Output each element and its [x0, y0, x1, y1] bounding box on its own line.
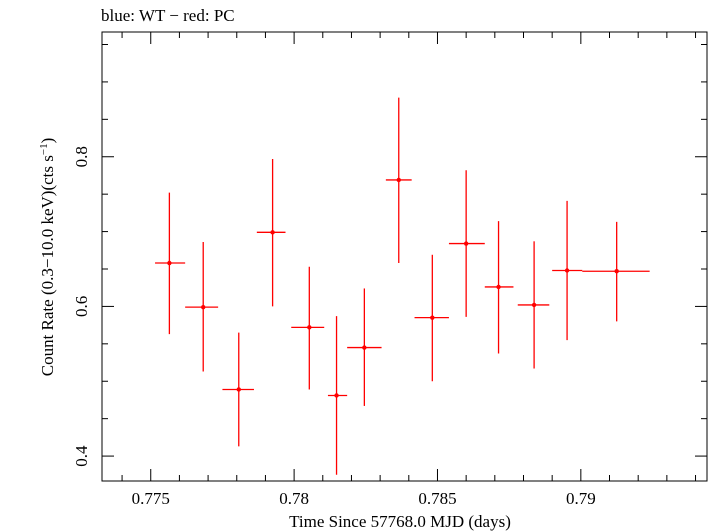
data-point: [347, 288, 382, 406]
data-point: [414, 254, 449, 382]
y-axis-label-main: Count Rate (0.3−10.0 keV)(cts s: [38, 155, 57, 376]
data-marker: [396, 177, 401, 183]
y-axis-label-close: ): [38, 138, 57, 144]
data-marker: [362, 345, 367, 350]
data-marker: [307, 325, 312, 330]
data-marker: [167, 260, 172, 266]
y-axis-label-sup: −1: [38, 143, 50, 155]
data-marker: [201, 304, 206, 310]
x-tick-label: 0.78: [279, 489, 309, 508]
data-marker: [463, 241, 469, 246]
y-tick-label: 0.4: [72, 445, 91, 467]
data-point: [327, 316, 348, 475]
data-point: [517, 241, 550, 369]
data-point: [385, 97, 412, 264]
y-tick-label: 0.6: [72, 296, 91, 317]
x-tick-label: 0.785: [418, 489, 456, 508]
plot-frame: [101, 31, 708, 482]
data-points: [155, 97, 650, 475]
x-tick-label: 0.775: [132, 489, 170, 508]
axis-tick-labels: 0.775 0.78 0.785 0.79 0.4 0.6 0.8: [72, 146, 596, 508]
data-point: [222, 332, 254, 447]
data-point: [291, 266, 325, 390]
data-point: [155, 192, 186, 335]
data-marker: [564, 268, 570, 273]
data-marker: [430, 315, 435, 320]
data-point: [484, 221, 514, 354]
data-point: [448, 170, 485, 317]
data-marker: [236, 387, 241, 392]
data-point: [582, 221, 650, 322]
y-tick-label: 0.8: [72, 146, 91, 167]
data-marker: [531, 302, 537, 308]
x-tick-label: 0.79: [566, 489, 596, 508]
data-point: [185, 242, 219, 372]
axis-ticks: [102, 32, 707, 481]
chart-title: blue: WT − red: PC: [101, 6, 235, 25]
data-marker: [614, 269, 619, 274]
data-point: [256, 158, 286, 307]
data-point: [552, 200, 583, 341]
data-marker: [334, 393, 339, 398]
data-marker: [496, 284, 501, 290]
y-axis-label: Count Rate (0.3−10.0 keV)(cts s−1): [38, 138, 57, 377]
data-marker: [270, 230, 275, 235]
x-axis-label: Time Since 57768.0 MJD (days): [289, 512, 511, 531]
